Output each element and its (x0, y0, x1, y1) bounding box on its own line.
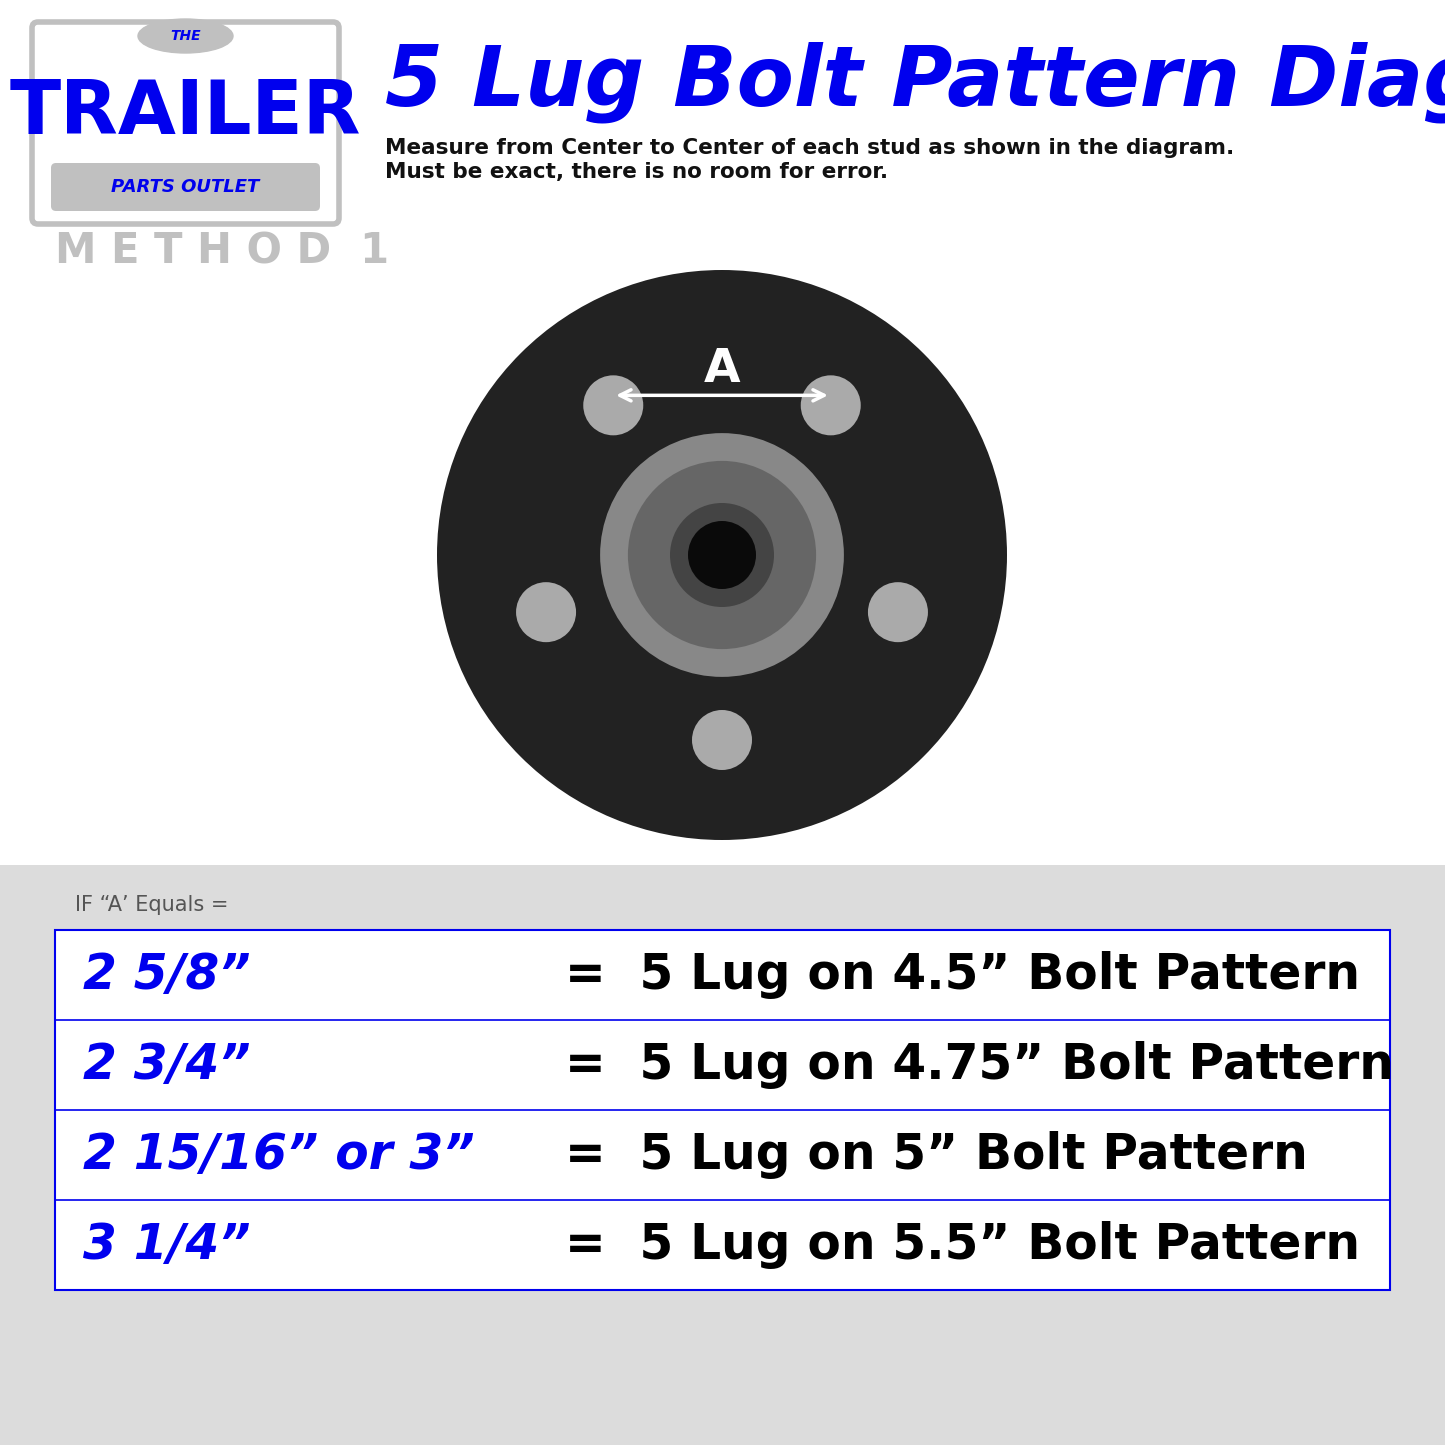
Text: =  5 Lug on 5” Bolt Pattern: = 5 Lug on 5” Bolt Pattern (565, 1131, 1308, 1179)
Text: 2 3/4”: 2 3/4” (82, 1040, 250, 1090)
Circle shape (670, 503, 775, 607)
Circle shape (584, 376, 643, 435)
FancyBboxPatch shape (51, 163, 319, 211)
FancyBboxPatch shape (32, 22, 340, 224)
Circle shape (688, 522, 756, 590)
Circle shape (692, 709, 751, 770)
Text: 5 Lug Bolt Pattern Diagram: 5 Lug Bolt Pattern Diagram (384, 42, 1445, 123)
Text: A: A (704, 347, 740, 392)
Circle shape (868, 582, 928, 642)
Text: 2 5/8”: 2 5/8” (82, 951, 250, 998)
Text: Measure from Center to Center of each stud as shown in the diagram.: Measure from Center to Center of each st… (384, 139, 1234, 158)
Text: IF “A’ Equals =: IF “A’ Equals = (75, 894, 228, 915)
Circle shape (436, 270, 1007, 840)
Circle shape (627, 460, 816, 650)
Text: 2 15/16” or 3”: 2 15/16” or 3” (82, 1131, 475, 1179)
Text: THE: THE (171, 29, 201, 43)
Text: =  5 Lug on 4.5” Bolt Pattern: = 5 Lug on 4.5” Bolt Pattern (565, 951, 1360, 998)
Text: 3 1/4”: 3 1/4” (82, 1221, 250, 1269)
Ellipse shape (139, 19, 233, 53)
Text: =  5 Lug on 4.75” Bolt Pattern: = 5 Lug on 4.75” Bolt Pattern (565, 1040, 1394, 1090)
Text: =  5 Lug on 5.5” Bolt Pattern: = 5 Lug on 5.5” Bolt Pattern (565, 1221, 1360, 1269)
Circle shape (516, 582, 577, 642)
Text: M E T H O D  1: M E T H O D 1 (55, 231, 389, 273)
Text: TRAILER: TRAILER (10, 77, 361, 149)
FancyBboxPatch shape (0, 866, 1445, 1445)
Text: PARTS OUTLET: PARTS OUTLET (111, 178, 260, 197)
FancyBboxPatch shape (55, 931, 1390, 1290)
Circle shape (801, 376, 861, 435)
Text: Must be exact, there is no room for error.: Must be exact, there is no room for erro… (384, 162, 889, 182)
